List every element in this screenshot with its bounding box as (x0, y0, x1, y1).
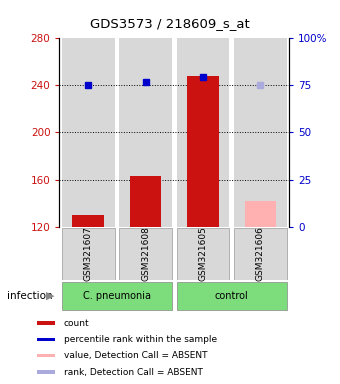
Bar (72, 215, 104, 227)
Text: ▶: ▶ (46, 291, 54, 301)
Text: value, Detection Call = ABSENT: value, Detection Call = ABSENT (64, 351, 207, 360)
Bar (176, 38, 230, 227)
Text: rank, Detection Call = ABSENT: rank, Detection Call = ABSENT (64, 367, 203, 376)
Text: GSM321605: GSM321605 (199, 226, 207, 281)
Text: control: control (215, 291, 249, 301)
Bar (119, 228, 172, 280)
Text: percentile rank within the sample: percentile rank within the sample (64, 335, 217, 344)
Bar (234, 228, 287, 280)
Bar (37, 354, 55, 358)
Bar (37, 370, 55, 374)
Text: infection: infection (7, 291, 52, 301)
Bar (244, 201, 276, 227)
Bar (176, 228, 230, 280)
Text: GSM321607: GSM321607 (84, 226, 93, 281)
Bar (62, 228, 115, 280)
Bar (62, 282, 172, 310)
Bar (62, 38, 115, 227)
Bar (176, 282, 287, 310)
Bar (234, 38, 287, 227)
Bar (187, 76, 219, 227)
Bar (119, 38, 172, 227)
Text: GSM321606: GSM321606 (256, 226, 265, 281)
Text: GSM321608: GSM321608 (141, 226, 150, 281)
Text: C. pneumonia: C. pneumonia (83, 291, 151, 301)
Bar (37, 338, 55, 341)
Text: GDS3573 / 218609_s_at: GDS3573 / 218609_s_at (90, 17, 250, 30)
Bar (130, 176, 162, 227)
Bar (37, 321, 55, 325)
Text: count: count (64, 319, 89, 328)
